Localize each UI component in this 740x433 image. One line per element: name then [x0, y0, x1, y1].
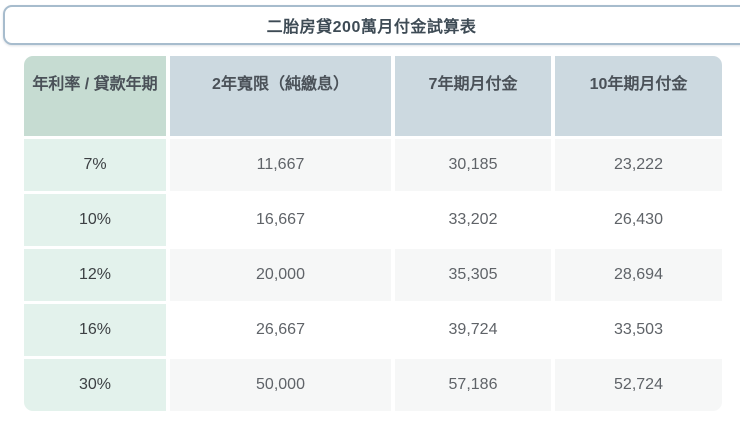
payment-10yr-cell: 26,430	[555, 194, 722, 246]
payment-7yr-cell: 35,305	[395, 249, 551, 301]
table-title-box: 二胎房貸200萬月付金試算表	[3, 5, 740, 45]
column-header-10yr-payment: 10年期月付金	[555, 56, 722, 136]
table-row: 12% 20,000 35,305 28,694	[24, 249, 722, 301]
payment-7yr-cell: 39,724	[395, 304, 551, 356]
payment-10yr-cell: 33,503	[555, 304, 722, 356]
payment-10yr-cell: 23,222	[555, 139, 722, 191]
rate-cell: 10%	[24, 194, 166, 246]
rate-cell: 30%	[24, 359, 166, 411]
rate-cell: 7%	[24, 139, 166, 191]
payment-table: 年利率 / 貸款年期 2年寬限（純繳息） 7年期月付金 10年期月付金 7% 1…	[20, 53, 726, 414]
grace-payment-cell: 20,000	[170, 249, 391, 301]
grace-payment-cell: 16,667	[170, 194, 391, 246]
column-header-rate: 年利率 / 貸款年期	[24, 56, 166, 136]
table-row: 16% 26,667 39,724 33,503	[24, 304, 722, 356]
page-title: 二胎房貸200萬月付金試算表	[266, 19, 477, 36]
rate-cell: 12%	[24, 249, 166, 301]
grace-payment-cell: 11,667	[170, 139, 391, 191]
table-header-row: 年利率 / 貸款年期 2年寬限（純繳息） 7年期月付金 10年期月付金	[24, 56, 722, 136]
rate-cell: 16%	[24, 304, 166, 356]
payment-10yr-cell: 28,694	[555, 249, 722, 301]
grace-payment-cell: 50,000	[170, 359, 391, 411]
payment-7yr-cell: 30,185	[395, 139, 551, 191]
column-header-grace-period: 2年寬限（純繳息）	[170, 56, 391, 136]
payment-7yr-cell: 33,202	[395, 194, 551, 246]
column-header-7yr-payment: 7年期月付金	[395, 56, 551, 136]
payment-7yr-cell: 57,186	[395, 359, 551, 411]
grace-payment-cell: 26,667	[170, 304, 391, 356]
payment-10yr-cell: 52,724	[555, 359, 722, 411]
table-row: 7% 11,667 30,185 23,222	[24, 139, 722, 191]
table-row: 30% 50,000 57,186 52,724	[24, 359, 722, 411]
table-row: 10% 16,667 33,202 26,430	[24, 194, 722, 246]
